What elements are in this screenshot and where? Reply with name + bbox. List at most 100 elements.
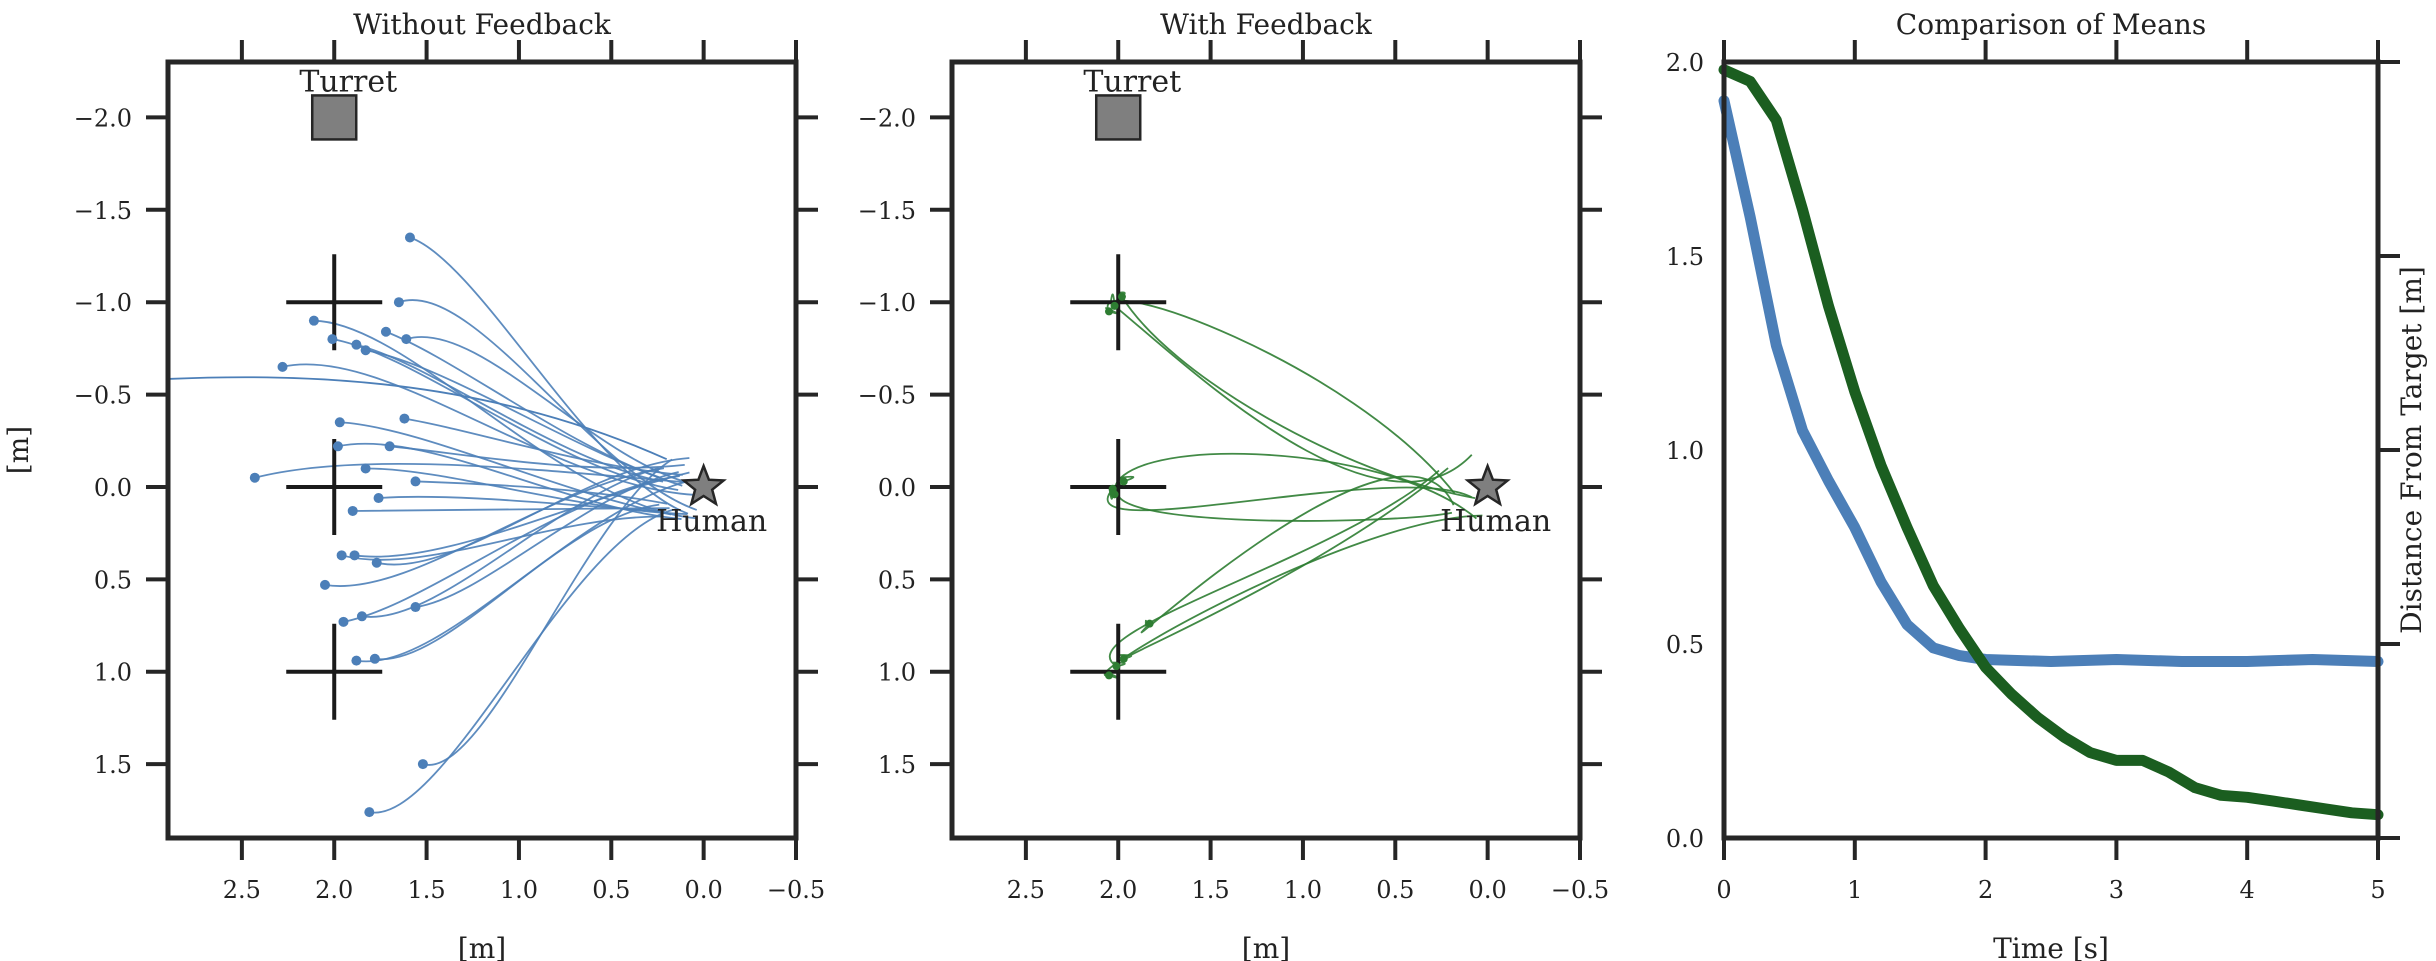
- x-axis-label: [m]: [1242, 932, 1290, 961]
- trajectory-endpoint: [371, 557, 382, 568]
- series-line: [1718, 95, 2384, 667]
- x-tick-label: −0.5: [1551, 876, 1609, 904]
- trajectory-endpoint: [320, 579, 330, 590]
- trajectory-line: [369, 508, 674, 814]
- x-tick-label: 0.0: [1469, 876, 1507, 904]
- axes-spine: [165, 59, 799, 841]
- y-tick-label: 0.5: [1666, 631, 1704, 659]
- y-tick-label: 0.0: [878, 474, 916, 502]
- y-tick-label: 1.0: [94, 659, 132, 687]
- panel-without-feedback: 2.5 2.0 1.5 1.0 0.5 0.0 −0.5 −2.0 −1.5 −1.0 −0.5 0.…: [2, 8, 825, 961]
- turret-label: Turret: [1083, 64, 1181, 99]
- x-tick-label: 3: [2109, 876, 2124, 904]
- series-line: [1718, 64, 2384, 821]
- panel-title: Without Feedback: [353, 8, 612, 41]
- trajectory-line: [1108, 469, 1440, 668]
- trajectory-line: [339, 421, 672, 516]
- trajectory-endpoint: [369, 653, 380, 664]
- trajectory-line: [404, 417, 683, 476]
- x-tick-label: 0.0: [685, 876, 723, 904]
- trajectory-endpoint: [336, 550, 347, 561]
- trajectories-without-feedback: [168, 236, 698, 814]
- trajectory-endpoint: [410, 602, 421, 613]
- target-markers: [286, 254, 383, 720]
- trajectory-endpoint: [393, 297, 404, 308]
- x-tick-label: 0.5: [592, 876, 630, 904]
- trajectory-endpoint: [249, 472, 260, 483]
- x-tick-label: 1.5: [1192, 876, 1230, 904]
- y-tick-label: −2.0: [858, 104, 916, 132]
- y-tick-label: 2.0: [1666, 49, 1704, 77]
- trajectory-endpoint: [338, 616, 349, 627]
- trajectory-line: [313, 319, 696, 520]
- trajectory-endpoint: [1119, 477, 1128, 486]
- trajectory-line: [1118, 291, 1476, 500]
- trajectory-line: [385, 330, 661, 479]
- trajectory-line: [406, 336, 694, 485]
- trajectory-endpoints: [1105, 292, 1154, 680]
- y-axis-label: Distance From Target [m]: [2395, 266, 2428, 634]
- trajectory-endpoints: [249, 232, 428, 818]
- trajectory-line: [1116, 475, 1453, 522]
- trajectory-line: [1104, 514, 1483, 680]
- trajectory-line: [415, 471, 679, 608]
- turret-marker: [1094, 94, 1142, 141]
- axes-frame: 2.5 2.0 1.5 1.0 0.5 0.0 −0.5 −2.0 −1.5 −1.0 −0.5 0.…: [74, 40, 825, 904]
- trajectory-line: [1120, 467, 1449, 660]
- trajectory-endpoint: [360, 345, 371, 356]
- trajectory-line: [374, 503, 660, 661]
- human-star-marker: [1464, 462, 1511, 507]
- trajectory-endpoint: [1119, 654, 1128, 663]
- y-tick-label: 0.5: [94, 566, 132, 594]
- y-tick-label: −0.5: [858, 382, 916, 410]
- x-tick-label: 0: [1716, 876, 1731, 904]
- trajectory-line: [1104, 299, 1456, 495]
- y-tick-label: 0.0: [94, 474, 132, 502]
- trajectory-endpoint: [401, 334, 412, 345]
- y-tick-label: −0.5: [74, 382, 132, 410]
- x-tick-label: 2.0: [315, 876, 353, 904]
- y-tick-label: 0.0: [1666, 825, 1704, 853]
- panel-with-feedback: 2.5 2.0 1.5 1.0 0.5 0.0 −0.5 −2.0 −1.5 −1.0 −0.5 0.…: [858, 8, 1609, 961]
- panel-title: Comparison of Means: [1896, 8, 2206, 41]
- trajectory-endpoint: [349, 550, 360, 561]
- trajectory-endpoint: [399, 413, 410, 424]
- x-tick-label: 0.5: [1376, 876, 1414, 904]
- target-markers: [1070, 254, 1167, 720]
- trajectory-endpoint: [1105, 671, 1113, 680]
- trajectory-endpoint: [1110, 301, 1119, 310]
- y-tick-label: −2.0: [74, 104, 132, 132]
- human-label: Human: [656, 504, 767, 539]
- x-tick-label: 5: [2370, 876, 2385, 904]
- x-tick-label: 1.0: [1284, 876, 1322, 904]
- trajectory-endpoint: [384, 441, 395, 452]
- trajectory-line: [356, 478, 695, 663]
- trajectory-line: [282, 363, 694, 496]
- trajectory-line: [343, 475, 680, 623]
- trajectory-endpoint: [364, 807, 375, 818]
- y-tick-label: 1.5: [94, 751, 132, 779]
- x-tick-label: 2.5: [1007, 876, 1045, 904]
- trajectory-endpoint: [1112, 662, 1121, 671]
- trajectory-endpoint: [1117, 292, 1126, 301]
- trajectory-endpoint: [351, 339, 362, 350]
- y-tick-label: 1.5: [1666, 243, 1704, 271]
- trajectory-endpoint: [332, 441, 343, 452]
- trajectory-endpoint: [347, 505, 358, 516]
- trajectory-endpoint: [1105, 307, 1113, 316]
- panel-comparison-of-means: 0 1 2 3 4 5 0.0 0.5 1.0 1.5 2.0 Comparison of Mean…: [1666, 8, 2428, 961]
- trajectory-endpoint: [277, 361, 288, 372]
- axes-frame: 2.5 2.0 1.5 1.0 0.5 0.0 −0.5 −2.0 −1.5 −1.0 −0.5 0.…: [858, 40, 1609, 904]
- trajectory-endpoint: [1110, 490, 1119, 499]
- turret-marker: [310, 94, 358, 141]
- trajectory-endpoint: [1145, 619, 1154, 628]
- y-tick-label: −1.5: [74, 197, 132, 225]
- x-axis-label: [m]: [458, 932, 506, 961]
- y-axis-label: [m]: [2, 426, 35, 474]
- trajectory-line: [422, 458, 673, 766]
- trajectory-endpoint: [404, 232, 415, 243]
- trajectory-endpoint: [351, 655, 362, 666]
- x-tick-label: 1.5: [408, 876, 446, 904]
- mean-distance-series: [1718, 64, 2384, 821]
